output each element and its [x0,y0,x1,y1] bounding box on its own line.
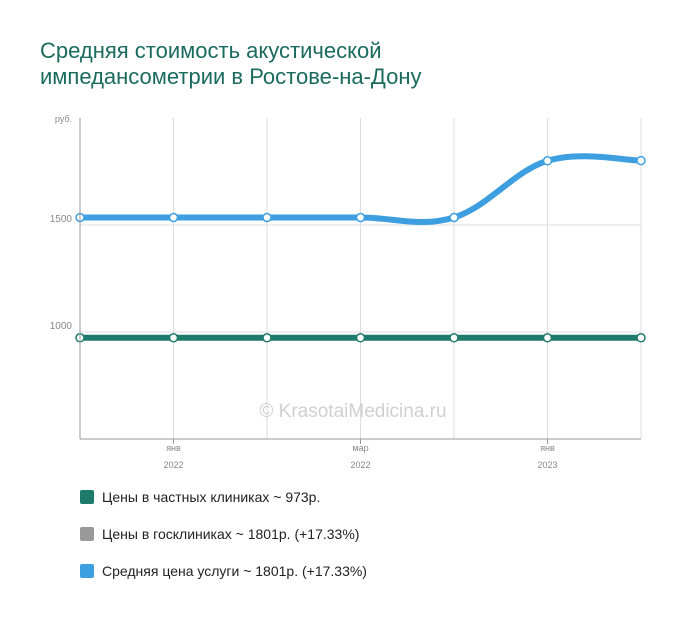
data-point-average [636,155,646,166]
x-tick-label-month: мар [352,443,368,453]
x-tick-label-year: 2022 [350,460,370,470]
x-tick-label-month: янв [166,443,181,453]
series-layer [75,153,646,343]
data-point-average [542,156,553,166]
data-point-private [262,333,272,343]
data-point-private [542,333,553,343]
axis-layer: 1500 1000 руб. янв 2022 мар 2022 янв 2023 [50,114,641,470]
legend-item-public[interactable]: Цены в госклиниках ~ 1801р. (+17.33%) [80,525,367,543]
grid-layer [79,118,642,439]
watermark: © KrasotaiMedicina.ru [259,401,446,422]
y-unit-label: руб. [55,114,72,124]
y-tick-label: 1500 [50,214,73,225]
line-chart: © KrasotaiMedicina.ru 1500 1000 руб. янв 202… [50,114,646,470]
chart-title: Средняя стоимость акустической импедансо… [40,38,640,90]
data-point-average [355,212,366,223]
legend: Цены в частных клиниках ~ 973р. Цены в г… [80,488,367,599]
legend-label-average: Средняя цена услуги ~ 1801р. (+17.33%) [102,563,367,579]
legend-swatch-average [80,564,94,578]
data-point-private [449,333,459,343]
legend-swatch-private [80,490,94,504]
legend-item-average[interactable]: Средняя цена услуги ~ 1801р. (+17.33%) [80,562,367,580]
data-point-private [168,333,179,343]
chart-title-line-2: импедансометрии в Ростове-на-Дону [40,64,422,89]
data-point-average [449,212,459,223]
data-point-average [168,212,179,223]
chart-title-line-1: Средняя стоимость акустической [40,38,382,63]
x-tick-label-year: 2023 [537,460,557,470]
legend-label-private: Цены в частных клиниках ~ 973р. [102,489,321,505]
y-tick-label: 1000 [50,321,73,332]
legend-swatch-public [80,527,94,541]
x-tick-label-year: 2022 [163,460,183,470]
data-point-private [636,333,646,343]
data-point-average [262,212,272,223]
x-tick-label-month: янв [540,443,555,453]
legend-item-private[interactable]: Цены в частных клиниках ~ 973р. [80,488,367,506]
legend-label-public: Цены в госклиниках ~ 1801р. (+17.33%) [102,526,360,542]
data-point-private [355,333,366,343]
